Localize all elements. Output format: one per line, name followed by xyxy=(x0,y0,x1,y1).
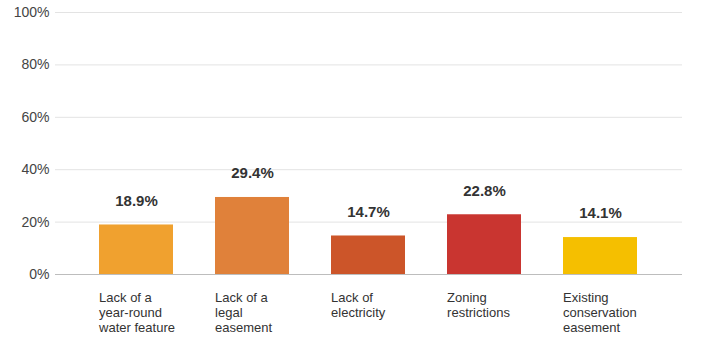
svg-text:40%: 40% xyxy=(21,161,49,177)
svg-text:20%: 20% xyxy=(21,214,49,230)
svg-text:Existingconservationeasement: Existingconservationeasement xyxy=(563,290,637,335)
svg-text:Zoningrestrictions: Zoningrestrictions xyxy=(447,290,510,320)
svg-text:22.8%: 22.8% xyxy=(463,182,506,199)
svg-text:100%: 100% xyxy=(14,4,50,20)
svg-text:Lack of alegaleasement: Lack of alegaleasement xyxy=(215,290,272,335)
svg-text:14.7%: 14.7% xyxy=(347,203,390,220)
svg-text:Lack ofelectricity: Lack ofelectricity xyxy=(331,290,386,320)
svg-text:14.1%: 14.1% xyxy=(579,204,622,221)
svg-text:18.9%: 18.9% xyxy=(115,192,158,209)
svg-text:60%: 60% xyxy=(21,109,49,125)
svg-text:Lack of ayear-roundwater featu: Lack of ayear-roundwater feature xyxy=(98,290,175,335)
svg-text:80%: 80% xyxy=(21,56,49,72)
svg-text:29.4%: 29.4% xyxy=(231,164,274,181)
svg-text:0%: 0% xyxy=(29,266,49,282)
